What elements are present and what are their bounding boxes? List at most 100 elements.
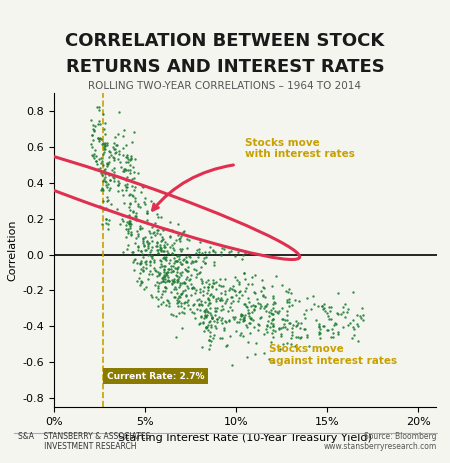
Text: S&A    STANSBERRY & ASSOCIATES
           INVESTMENT RESEARCH: S&A STANSBERRY & ASSOCIATES INVESTMENT R…: [18, 432, 150, 451]
Point: [305, 342, 312, 350]
Point: [96, 134, 104, 142]
Point: [221, 288, 229, 295]
Point: [214, 304, 221, 312]
Point: [161, 238, 168, 246]
Point: [174, 299, 181, 306]
Point: [155, 279, 162, 287]
Point: [147, 268, 154, 275]
Point: [176, 252, 183, 260]
Point: [328, 304, 335, 311]
Point: [242, 311, 249, 319]
Point: [100, 205, 108, 213]
Point: [271, 327, 279, 334]
Point: [241, 314, 248, 322]
Point: [119, 215, 126, 222]
Point: [195, 320, 203, 328]
Point: [129, 175, 136, 182]
Point: [180, 229, 187, 236]
Point: [104, 160, 112, 168]
Point: [165, 266, 172, 273]
Point: [227, 294, 234, 301]
Point: [120, 126, 127, 133]
Point: [195, 245, 203, 253]
Point: [212, 248, 219, 256]
Point: [176, 273, 183, 280]
Point: [315, 331, 323, 338]
Point: [270, 298, 278, 306]
Point: [142, 246, 149, 254]
Point: [131, 212, 139, 219]
Point: [104, 197, 111, 205]
Point: [210, 294, 217, 301]
Point: [247, 314, 254, 321]
Point: [264, 328, 271, 335]
Point: [205, 322, 212, 329]
Point: [232, 288, 239, 295]
Point: [278, 332, 285, 339]
Point: [128, 228, 135, 236]
Point: [209, 280, 216, 287]
Point: [204, 295, 212, 303]
Point: [238, 312, 245, 319]
Point: [162, 278, 169, 285]
Point: [155, 284, 162, 292]
Point: [207, 322, 215, 329]
Point: [146, 230, 153, 237]
Point: [177, 294, 184, 301]
Point: [131, 198, 138, 205]
Point: [98, 185, 105, 193]
Point: [171, 246, 178, 254]
Point: [200, 307, 207, 314]
Point: [254, 326, 261, 334]
Point: [156, 263, 163, 270]
Point: [184, 263, 192, 270]
Point: [236, 279, 243, 286]
Point: [131, 183, 138, 191]
Point: [278, 330, 285, 338]
Point: [171, 293, 178, 300]
Point: [140, 285, 148, 293]
Point: [178, 279, 185, 286]
Point: [121, 181, 128, 189]
Point: [136, 275, 143, 282]
Point: [105, 148, 112, 155]
Point: [126, 169, 134, 177]
Point: [156, 257, 163, 264]
Point: [288, 324, 295, 331]
Point: [245, 312, 252, 319]
Point: [279, 315, 286, 322]
Point: [207, 305, 214, 312]
Point: [247, 319, 254, 327]
Point: [108, 151, 115, 158]
Point: [212, 279, 220, 286]
Point: [169, 245, 176, 252]
Point: [119, 249, 126, 256]
Point: [284, 317, 291, 324]
Point: [330, 334, 337, 341]
Point: [281, 316, 288, 324]
Point: [164, 276, 171, 283]
Point: [144, 275, 152, 283]
Point: [214, 294, 221, 302]
Point: [342, 300, 349, 307]
Point: [92, 157, 99, 165]
Point: [162, 269, 170, 276]
Point: [270, 320, 277, 327]
Point: [159, 274, 166, 282]
Point: [251, 323, 258, 331]
Point: [98, 184, 105, 191]
Point: [125, 158, 132, 166]
Point: [183, 267, 190, 274]
Point: [162, 255, 169, 262]
Point: [205, 294, 212, 301]
Point: [141, 200, 149, 207]
Point: [213, 285, 220, 293]
Point: [155, 268, 162, 275]
Point: [154, 246, 161, 254]
Point: [125, 191, 132, 198]
Point: [197, 297, 204, 304]
Point: [126, 224, 134, 232]
Point: [142, 257, 149, 264]
Point: [175, 294, 182, 302]
Point: [240, 313, 248, 321]
